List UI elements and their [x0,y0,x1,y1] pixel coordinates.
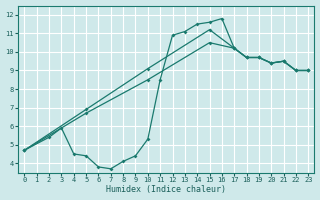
X-axis label: Humidex (Indice chaleur): Humidex (Indice chaleur) [106,185,226,194]
